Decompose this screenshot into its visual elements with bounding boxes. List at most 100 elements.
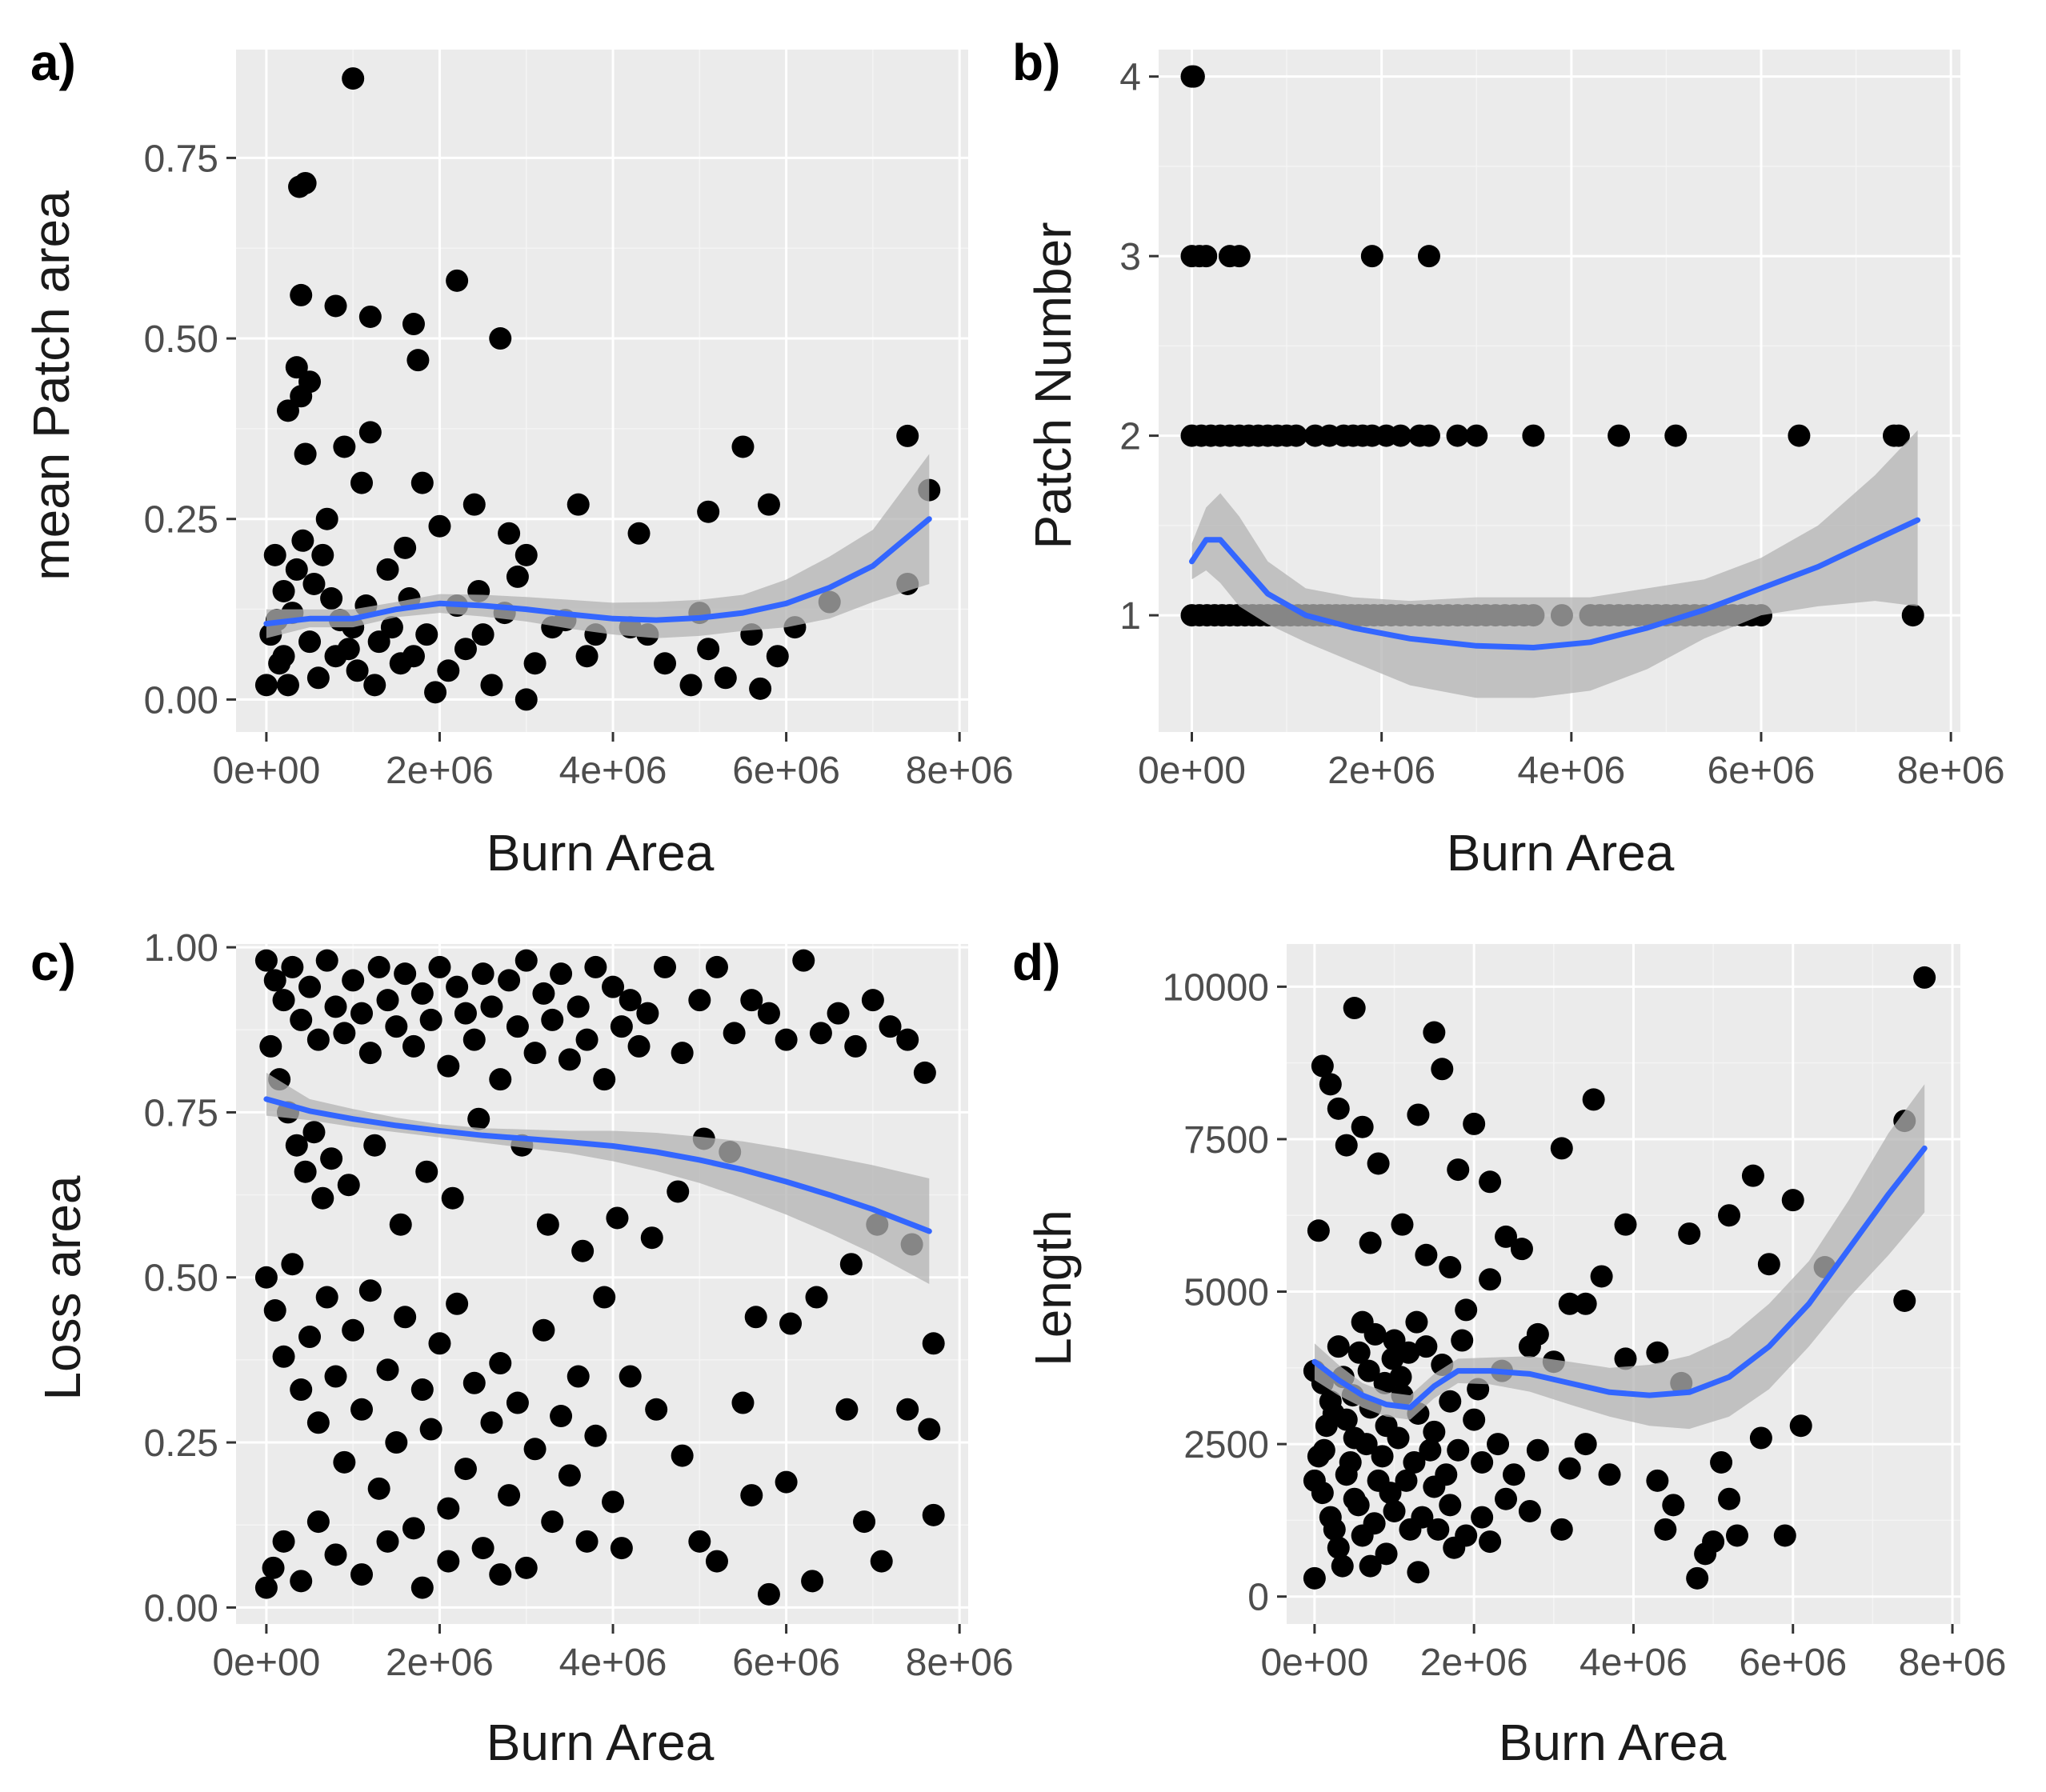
panel-d-data-point — [1312, 1438, 1335, 1462]
panel-c-data-point — [918, 1418, 941, 1441]
panel-c-y-axis-title: Loss area — [34, 1175, 91, 1400]
panel-d-data-point — [1439, 1256, 1462, 1279]
panel-c-data-point — [324, 1365, 347, 1388]
panel-a-data-point — [342, 67, 365, 90]
panel-c-data-point — [402, 1517, 425, 1540]
panel-c-data-point — [389, 1213, 412, 1236]
panel-a-data-point — [272, 579, 295, 602]
panel-b-data-point — [1788, 424, 1811, 447]
panel-c-data-point — [415, 1160, 438, 1183]
panel-c-data-point — [688, 1530, 711, 1553]
panel-c-data-point — [532, 1318, 555, 1342]
panel-c-data-point — [610, 1537, 633, 1560]
panel-c-data-point — [498, 1484, 521, 1507]
panel-a-data-point — [697, 500, 720, 523]
panel-a-data-point — [306, 666, 330, 690]
panel-c-data-point — [606, 1206, 629, 1230]
panel-a-data-point — [350, 471, 374, 494]
panel-d-data-point — [1383, 1499, 1406, 1522]
panel-c-data-point — [437, 1550, 460, 1573]
panel-d-data-point — [1510, 1238, 1533, 1261]
panel-c-data-point — [367, 1477, 390, 1500]
panel-d-y-tick-label: 5000 — [1183, 1272, 1269, 1314]
panel-d-data-point — [1479, 1268, 1502, 1291]
panel-d-data-point — [1307, 1219, 1330, 1242]
panel-b-x-axis-title: Burn Area — [1447, 824, 1675, 882]
panel-d-data-point — [1451, 1329, 1474, 1352]
panel-b-y-axis-title: Patch Number — [1024, 222, 1082, 549]
panel-c-data-point — [558, 1464, 581, 1487]
panel-a-y-axis-title: mean Patch area — [22, 190, 80, 581]
panel-d-data-point — [1363, 1512, 1386, 1535]
panel-c-data-point — [922, 1332, 945, 1355]
panel-c-data-point — [290, 1378, 313, 1402]
panel-c-data-point — [306, 1028, 330, 1051]
panel-d-data-point — [1550, 1137, 1573, 1160]
panel-d-y-tick-label: 7500 — [1183, 1119, 1269, 1162]
panel-b-data-point — [1284, 424, 1307, 447]
panel-a-data-point — [731, 435, 755, 458]
panel-a-data-point — [515, 688, 538, 711]
panel-c-data-point — [550, 1405, 573, 1428]
panel-a-data-point — [254, 674, 278, 697]
panel-b-data-point — [1887, 424, 1910, 447]
panel-a-data-point — [679, 674, 703, 697]
panel-a-data-point — [311, 543, 334, 566]
panel-a-data-point — [766, 645, 789, 668]
panel-c-data-point — [779, 1312, 803, 1335]
panel-d-data-point — [1662, 1494, 1685, 1517]
panel-d-data-point — [1303, 1469, 1326, 1492]
panel-c-data-point — [740, 989, 763, 1012]
panel-b-x-tick-label: 6e+06 — [1708, 750, 1816, 792]
panel-c-data-point — [410, 1378, 434, 1402]
panel-c-data-point — [506, 1015, 529, 1038]
panel-d-data-point — [1741, 1164, 1764, 1187]
panel-c-data-point — [446, 975, 469, 998]
panel-c-data-point — [896, 1028, 919, 1051]
panel-d-data-point — [1359, 1231, 1382, 1254]
panel-b-x-tick-label: 4e+06 — [1517, 750, 1625, 792]
panel-c-data-point — [467, 1107, 490, 1130]
panel-a-data-point — [424, 681, 447, 704]
panel-c-data-point — [367, 955, 390, 978]
panel-b-data-point — [1195, 245, 1218, 268]
panel-c-data-point — [731, 1391, 755, 1414]
panel-c-data-point — [536, 1213, 559, 1236]
panel-a-data-point — [757, 493, 780, 516]
panel-c-data-point — [376, 989, 399, 1012]
panel-c-x-tick-label: 6e+06 — [732, 1642, 840, 1684]
panel-a-data-point — [415, 623, 438, 646]
panel-d-data-point — [1558, 1292, 1581, 1315]
panel-c-data-point — [627, 1034, 651, 1058]
panel-a-data-point — [446, 269, 469, 292]
panel-a-data-point — [315, 507, 338, 530]
panel-a-data-point — [627, 522, 651, 545]
panel-a-data-point — [380, 616, 403, 639]
panel-a-data-point — [506, 565, 529, 588]
panel-d-data-point — [1403, 1450, 1426, 1474]
panel-c-data-point — [550, 962, 573, 986]
panel-c-data-point — [342, 1318, 365, 1342]
panel-c-data-point — [311, 1186, 334, 1210]
panel-a-x-tick-label: 2e+06 — [386, 750, 494, 792]
panel-a-data-point — [367, 630, 390, 654]
panel-d-data-point — [1893, 1289, 1916, 1312]
panel-d-data-point — [1439, 1390, 1462, 1413]
panel-c-data-point — [462, 1371, 486, 1394]
panel-c-data-point — [281, 955, 304, 978]
panel-c-data-point — [671, 1042, 694, 1065]
panel-b-x-tick-label: 2e+06 — [1327, 750, 1435, 792]
panel-d-data-point — [1479, 1530, 1502, 1554]
panel-c-data-point — [896, 1398, 919, 1421]
panel-b-label: b) — [1012, 34, 1060, 91]
panel-c-data-point — [394, 962, 417, 986]
panel-c-data-point — [410, 1576, 434, 1599]
panel-c-data-point — [376, 1358, 399, 1382]
panel-a-data-point — [471, 623, 494, 646]
panel-c-data-point — [922, 1503, 945, 1526]
panel-a-data-point — [523, 652, 547, 675]
panel-b-data-point — [1608, 424, 1631, 447]
panel-d-data-point — [1363, 1322, 1387, 1346]
panel-a-data-point — [567, 493, 590, 516]
